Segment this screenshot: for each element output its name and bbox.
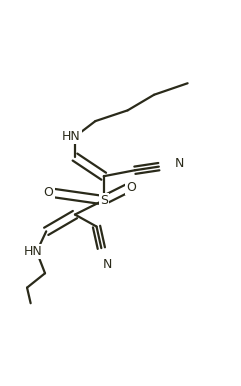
Text: N: N bbox=[174, 157, 184, 170]
Text: HN: HN bbox=[62, 130, 81, 143]
Text: O: O bbox=[126, 181, 136, 194]
Text: S: S bbox=[100, 194, 108, 207]
Text: N: N bbox=[103, 258, 112, 271]
Text: O: O bbox=[44, 186, 54, 200]
Text: HN: HN bbox=[24, 245, 42, 258]
